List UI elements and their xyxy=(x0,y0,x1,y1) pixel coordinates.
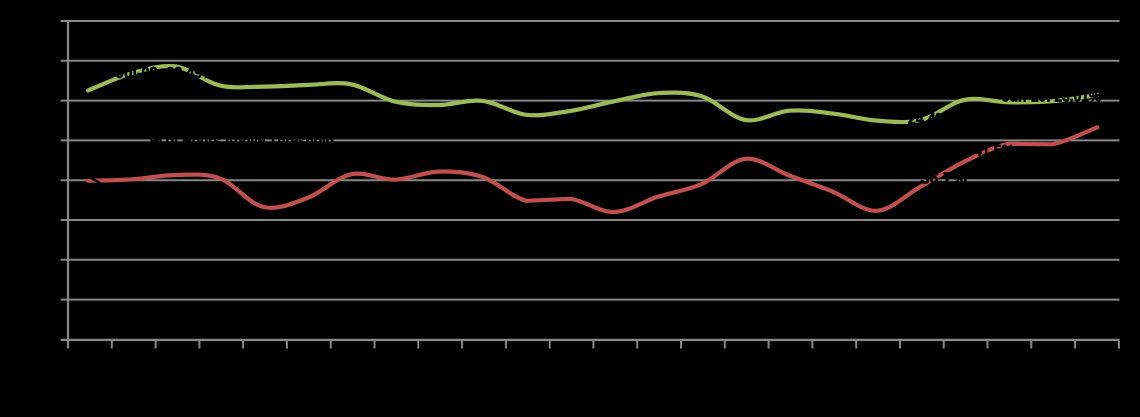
svg-text:Jun-10: 23.01%: Jun-10: 23.01% xyxy=(1002,89,1101,106)
svg-text:Jul-08: 22.49%: Jul-08: 22.49% xyxy=(116,65,215,82)
svg-text:24.4%: 24.4% xyxy=(908,111,948,128)
svg-text:36.7%: 36.7% xyxy=(921,171,967,188)
svg-text:41.5%: 41.5% xyxy=(974,143,1014,160)
svg-text:% of Hours Above Threshold: % of Hours Above Threshold xyxy=(150,133,334,150)
